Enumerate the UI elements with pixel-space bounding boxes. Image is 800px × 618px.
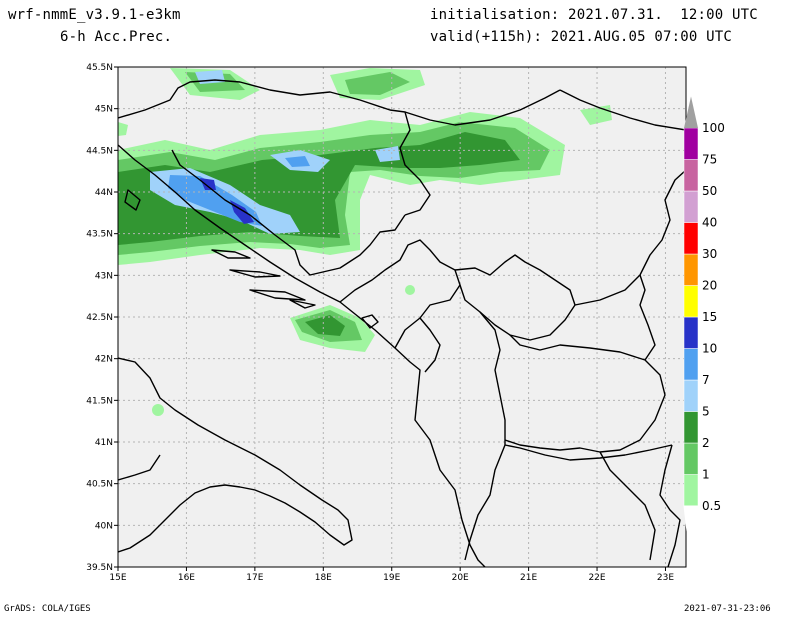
colorbar-bottom-arrow — [683, 505, 699, 567]
greece-inland — [599, 451, 656, 561]
colorbar-label: 100 — [702, 121, 725, 135]
precip-2 — [118, 132, 520, 336]
model-name: wrf-nmmE_v3.9.1-e3km — [8, 7, 181, 23]
greece-coast — [659, 444, 681, 567]
italy-inland — [118, 454, 161, 481]
border-macedonia — [504, 334, 666, 453]
border-bosnia-south — [171, 149, 406, 276]
colorbar-box — [683, 190, 699, 223]
island-mljet — [289, 299, 316, 309]
colorbar: 0.5 1 2 5 7 10 15 20 30 40 50 75 100 — [683, 96, 725, 567]
border-serbia-romania — [559, 89, 686, 131]
colorbar-box — [683, 159, 699, 192]
colorbar-box — [683, 379, 699, 412]
lon-tick-label: 23E — [657, 573, 674, 583]
lon-tick-label: 21E — [520, 573, 537, 583]
graticule — [118, 67, 686, 567]
colorbar-box — [683, 285, 699, 318]
island-korcula — [249, 289, 306, 301]
init-time: initialisation: 2021.07.31. 12:00 UTC — [430, 7, 758, 23]
lat-tick-label: 41N — [95, 438, 113, 448]
credit-text: GrADS: COLA/IGES — [4, 604, 91, 614]
border-albania-east — [464, 311, 506, 561]
lat-tick-label: 45N — [95, 105, 113, 115]
colorbar-label: 10 — [702, 342, 717, 356]
colorbar-label: 20 — [702, 279, 717, 293]
border-montenegro — [339, 239, 461, 349]
lat-tick-label: 42N — [95, 355, 113, 365]
lon-tick-label: 16E — [178, 573, 195, 583]
lat-tick-label: 44.5N — [86, 146, 113, 156]
colorbar-label: 30 — [702, 247, 717, 261]
colorbar-box — [683, 442, 699, 475]
colorbar-box — [683, 127, 699, 160]
colorbar-label: 2 — [702, 436, 710, 450]
lon-tick-label: 17E — [246, 573, 263, 583]
field-name: 6-h Acc.Prec. — [60, 29, 173, 45]
map-axes: 15E 16E 17E 18E 19E 20E 21E 22E 23E 45.5N 45N 44.5N… — [86, 63, 674, 583]
border-albania-north — [419, 317, 441, 373]
lat-tick-label: 39.5N — [86, 563, 113, 573]
lat-tick-label: 41.5N — [86, 396, 113, 406]
border-bulgaria-macedonia — [639, 274, 656, 361]
colorbar-box — [683, 348, 699, 381]
island-brac — [211, 249, 251, 259]
timestamp-text: 2021-07-31-23:06 — [684, 604, 771, 614]
lat-tick-label: 40N — [95, 521, 113, 531]
valid-time: valid(+115h): 2021.AUG.05 07:00 UTC — [430, 29, 733, 45]
lon-tick-label: 18E — [315, 573, 332, 583]
colorbar-label: 50 — [702, 184, 717, 198]
lon-tick-label: 22E — [588, 573, 605, 583]
lat-tick-label: 40.5N — [86, 480, 113, 490]
lat-tick-label: 43.5N — [86, 230, 113, 240]
colorbar-label: 40 — [702, 216, 717, 230]
island-cres — [124, 189, 141, 211]
island-hvar — [229, 269, 281, 278]
lat-tick-label: 45.5N — [86, 63, 113, 73]
bay-kotor — [361, 314, 379, 329]
colorbar-box — [683, 316, 699, 349]
lat-tick-label: 43N — [95, 271, 113, 281]
italy-coast — [118, 357, 353, 553]
border-greece — [504, 444, 673, 461]
colorbar-box — [683, 253, 699, 286]
colorbar-box — [683, 411, 699, 444]
coastlines-borders — [118, 79, 686, 567]
border-serbia-internal — [404, 89, 561, 126]
lat-tick-label: 42.5N — [86, 313, 113, 323]
lon-tick-label: 19E — [383, 573, 400, 583]
border-croatia-bosnia — [118, 79, 431, 216]
border-serbia-kosovo — [454, 254, 576, 341]
border-bulgaria — [574, 169, 686, 306]
colorbar-label: 0.5 — [702, 499, 721, 513]
colorbar-label: 5 — [702, 405, 710, 419]
colorbar-label: 1 — [702, 468, 710, 482]
colorbar-label: 7 — [702, 373, 710, 387]
colorbar-label: 15 — [702, 310, 717, 324]
colorbar-label: 75 — [702, 153, 717, 167]
colorbar-box — [683, 222, 699, 255]
colorbar-top-arrow — [684, 96, 698, 128]
lon-tick-label: 15E — [109, 573, 126, 583]
lon-tick-label: 20E — [452, 573, 469, 583]
lat-tick-label: 44N — [95, 188, 113, 198]
adriatic-east-coast — [118, 144, 486, 567]
colorbar-box — [683, 474, 699, 507]
